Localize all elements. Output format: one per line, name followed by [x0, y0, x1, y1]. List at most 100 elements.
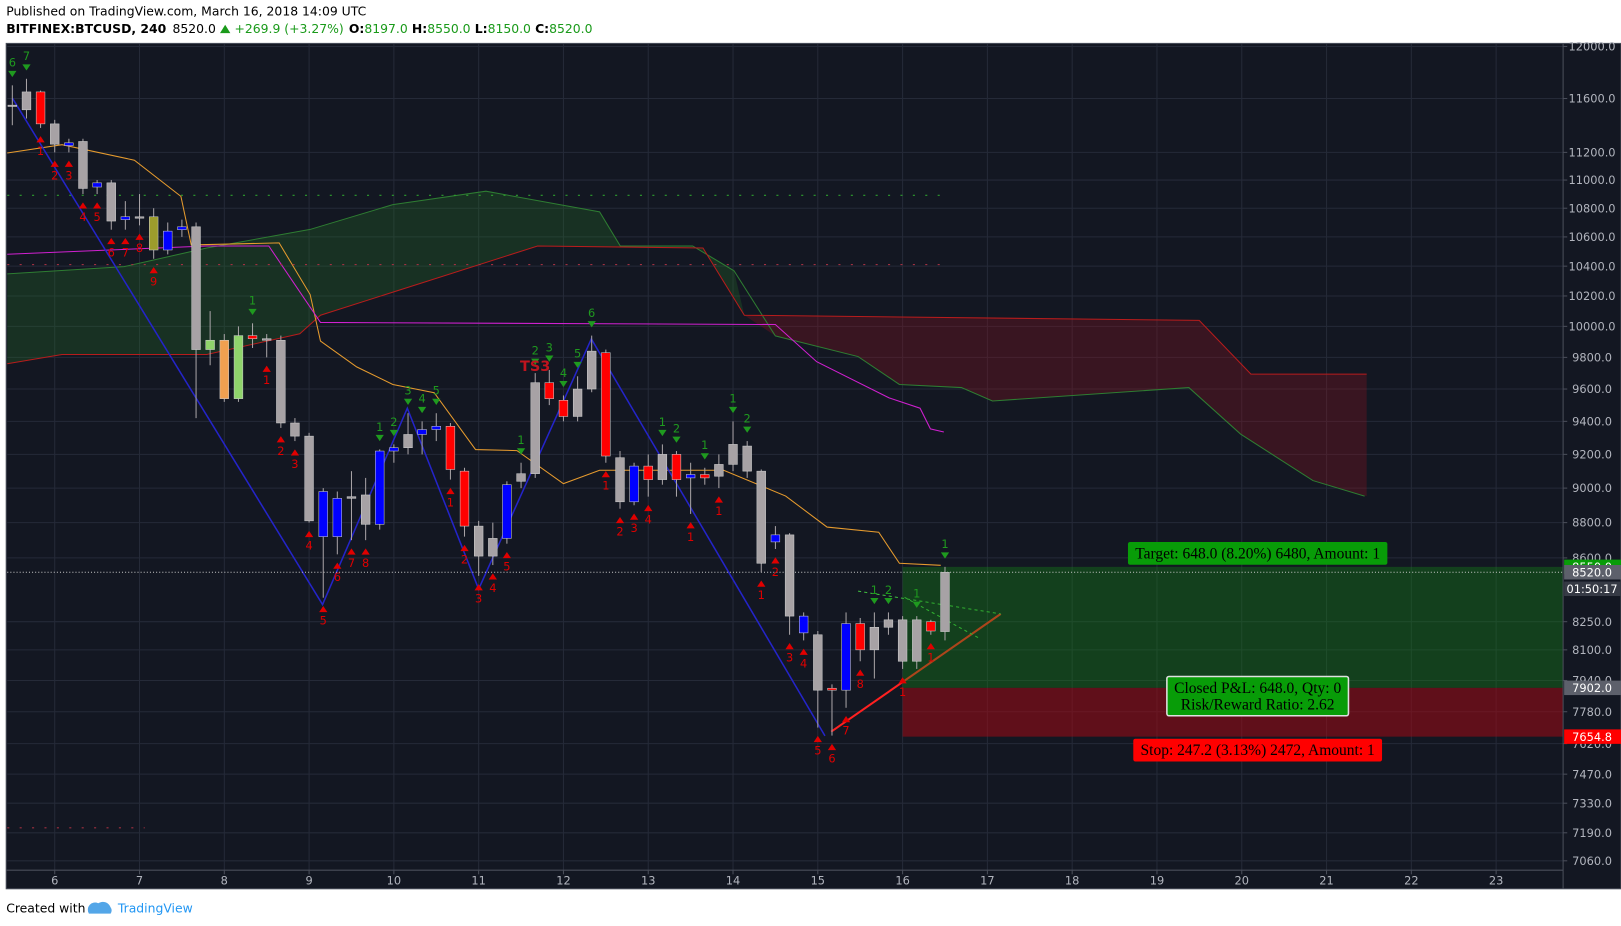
- entry-tag-label: 7902.0: [1572, 681, 1612, 695]
- td-down-label: 5: [320, 614, 327, 628]
- td-arrow-up: [771, 557, 780, 564]
- ohlc-key: O:: [349, 21, 365, 36]
- candle-body: [572, 388, 583, 417]
- td-up-label: 1: [517, 433, 524, 447]
- candle-body: [247, 335, 258, 339]
- candle-body: [869, 627, 880, 651]
- footer-brand[interactable]: TradingView: [117, 901, 193, 916]
- candle-body: [544, 382, 554, 399]
- td-down-label: 4: [645, 513, 652, 527]
- candle-body: [714, 464, 724, 477]
- y-tick-label: 12000.0: [1569, 40, 1616, 54]
- published-line: Published on TradingView.com, March 16, …: [6, 4, 366, 19]
- zigzag-line: [11, 97, 826, 737]
- x-tick-label: 10: [387, 874, 401, 888]
- y-tick-label: 7190.0: [1572, 826, 1612, 840]
- candle-body: [360, 494, 371, 525]
- td-down-label: 1: [758, 588, 765, 602]
- td-arrow-up: [898, 677, 907, 684]
- td-down-label: 8: [857, 677, 864, 691]
- candle-body: [883, 619, 894, 628]
- candle-body: [64, 142, 74, 146]
- td-down-label: 3: [291, 457, 298, 471]
- td-down-label: 2: [51, 168, 58, 182]
- td-down-label: 9: [150, 275, 157, 289]
- symbol-line: BITFINEX:BTCUSD, 240 8520.0 +269.9 (+3.27%…: [6, 21, 592, 36]
- td-arrow-up: [333, 562, 342, 569]
- leading-span-a: [7, 190, 1365, 497]
- candle-body: [78, 141, 88, 189]
- y-tick-label: 10600.0: [1569, 230, 1616, 244]
- up-arrow-icon: [220, 24, 231, 34]
- td-down-label: 4: [305, 538, 312, 552]
- td-arrow-up: [813, 735, 822, 743]
- result-label-text: Closed P&L: 648.0, Qty: 0: [1174, 680, 1341, 697]
- candle-body: [897, 619, 908, 662]
- td-down-label: 3: [630, 521, 637, 535]
- candle-body: [728, 444, 738, 465]
- td-up-label: 6: [9, 56, 16, 70]
- td-arrow-down: [672, 436, 681, 443]
- td-arrow-up: [361, 548, 370, 555]
- td-arrow-up: [856, 669, 865, 676]
- td-down-label: 8: [136, 241, 143, 255]
- td-up-label: 1: [701, 438, 708, 452]
- candle-body: [827, 687, 837, 691]
- y-tick-label: 10200.0: [1569, 289, 1616, 303]
- candle-body: [784, 534, 795, 617]
- stop-label-box: [1133, 738, 1383, 762]
- x-tick-label: 17: [980, 874, 994, 888]
- td-arrow-up: [149, 267, 158, 274]
- ohlc-key: L:: [475, 21, 488, 36]
- stop-tag-label: 7654.8: [1572, 730, 1612, 744]
- td-up-label: 3: [404, 384, 411, 398]
- candle-body: [474, 525, 484, 557]
- td-arrow-down: [728, 406, 738, 414]
- td-arrow-up: [827, 743, 837, 751]
- candle-body: [671, 454, 682, 480]
- y-tick-label: 9200.0: [1572, 448, 1612, 462]
- candle-body: [516, 473, 526, 482]
- y-tick-label: 10800.0: [1569, 201, 1616, 215]
- td-arrow-down: [516, 448, 526, 455]
- x-tick-label: 11: [471, 874, 485, 888]
- candle-body: [488, 538, 498, 557]
- x-tick-label: 13: [641, 874, 655, 888]
- target-label-box: [1127, 542, 1388, 565]
- candle-body: [926, 621, 936, 632]
- td-down-label: 4: [800, 656, 807, 670]
- candle-body: [205, 339, 215, 350]
- td-down-label: 2: [772, 565, 779, 579]
- stop-label: Stop: 247.2 (3.13%) 2472, Amount: 1: [1133, 738, 1383, 762]
- trend-line: [830, 613, 1002, 733]
- td-arrow-down: [940, 552, 950, 559]
- y-tick-label: 11200.0: [1569, 146, 1616, 160]
- td-down-label: 8: [362, 556, 369, 570]
- td-arrow-up: [757, 580, 766, 587]
- candle-body: [855, 623, 865, 651]
- td-arrow-up: [304, 530, 314, 538]
- td-down-label: 2: [461, 552, 468, 566]
- y-tick-label: 10400.0: [1569, 259, 1616, 273]
- td-arrow-up: [629, 513, 639, 520]
- y-tick-label: 9600.0: [1572, 382, 1612, 396]
- candle-body: [290, 422, 300, 437]
- td-arrow-up: [502, 551, 512, 559]
- leading-span-b: [7, 245, 1367, 375]
- td-up-label: 1: [249, 294, 256, 308]
- candle-body: [912, 619, 922, 662]
- td-arrow-up: [686, 522, 695, 529]
- td-arrow-down: [870, 597, 879, 605]
- td-down-label: 6: [334, 570, 341, 584]
- entry-tag: [1564, 680, 1621, 696]
- candle-body: [502, 484, 512, 539]
- ohlc-value: 8150.0: [488, 21, 531, 36]
- td-arrow-down: [8, 70, 17, 78]
- td-arrow-up: [36, 136, 45, 143]
- td-arrow-up: [347, 548, 356, 555]
- candle-body: [346, 496, 357, 499]
- td-arrow-up: [714, 496, 724, 503]
- td-down-label: 1: [263, 373, 270, 387]
- td-arrow-down: [884, 597, 893, 605]
